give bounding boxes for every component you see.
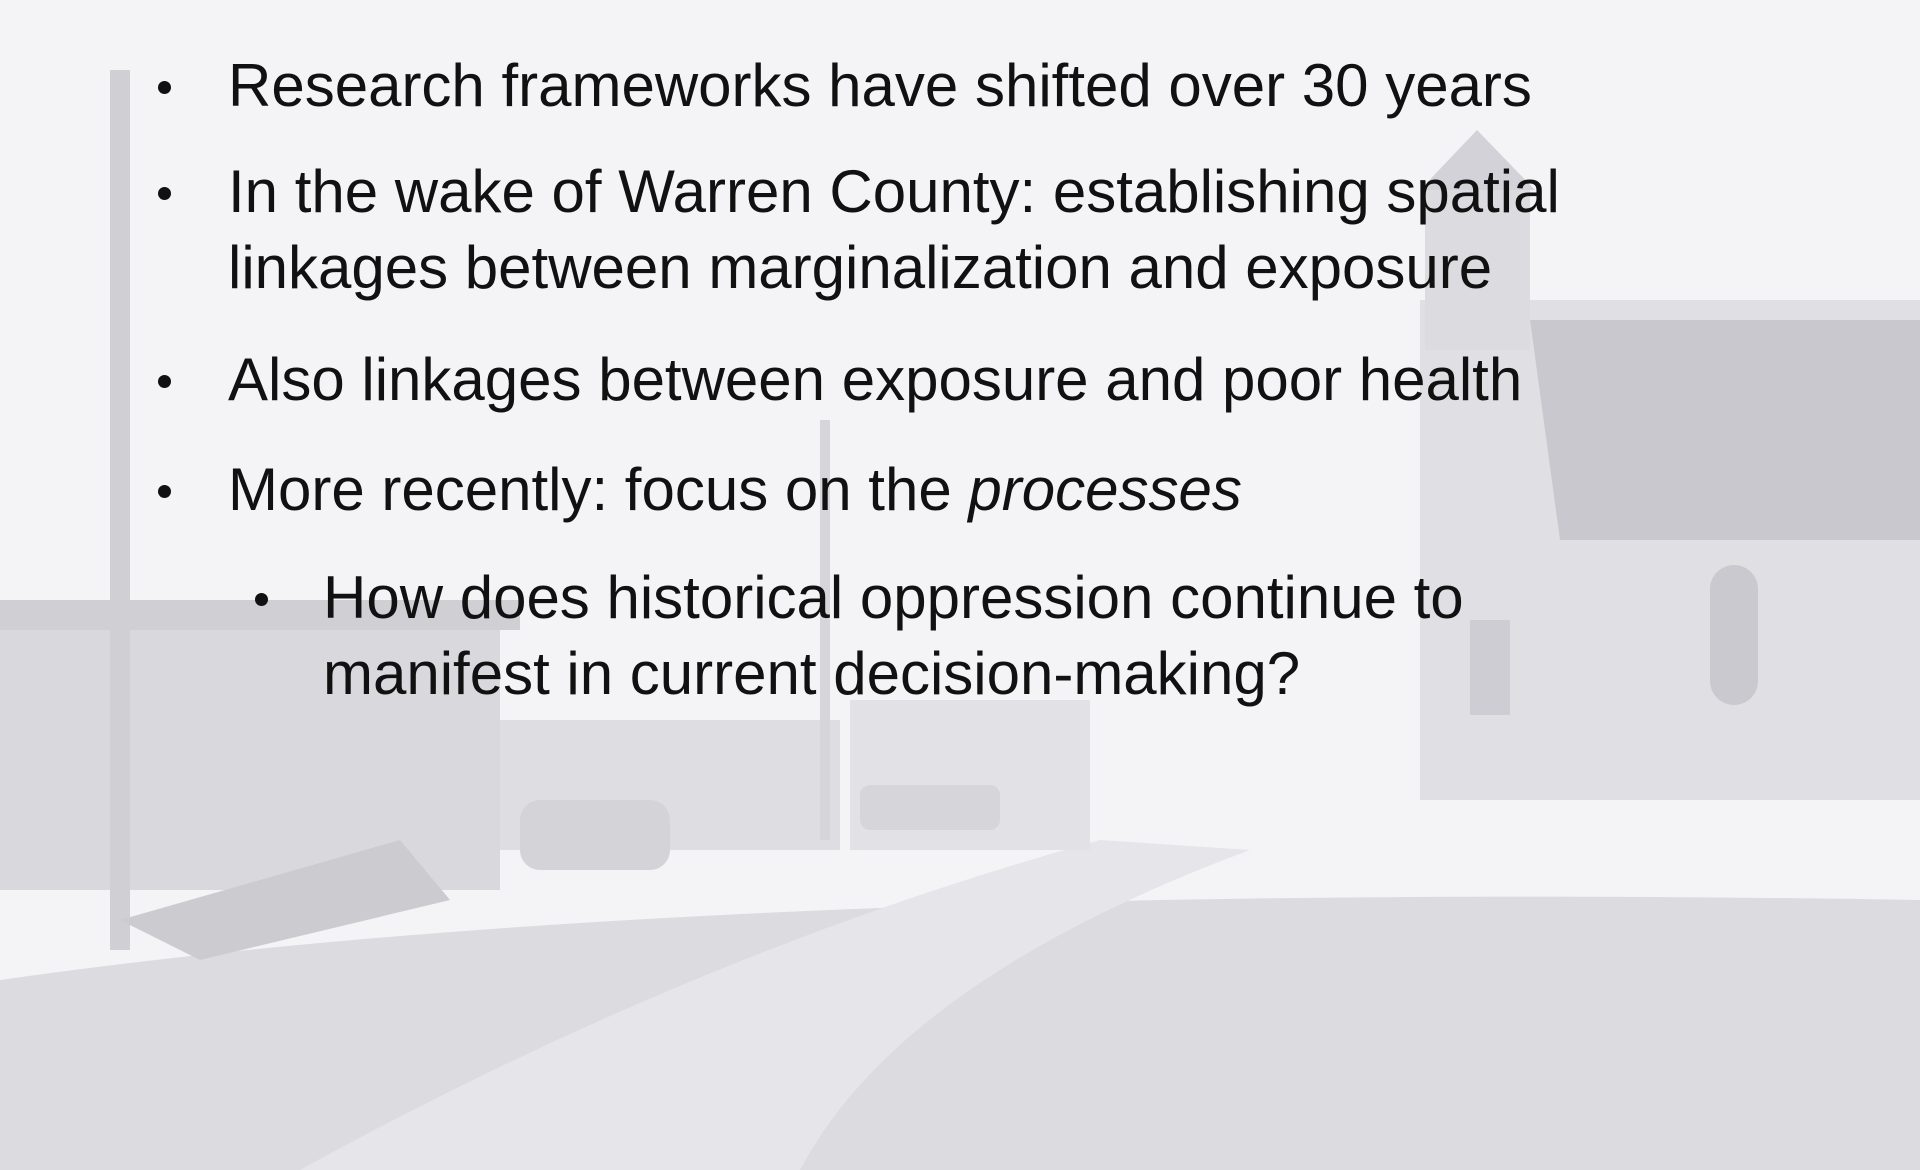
bullet-item: Also linkages between exposure and poor … [228, 342, 1522, 418]
bullet-item: Research frameworks have shifted over 30… [228, 48, 1532, 124]
text-line: How does historical oppression continue … [323, 560, 1464, 636]
emphasis-text: processes [968, 456, 1241, 523]
sub-bullet-item: How does historical oppression continue … [323, 560, 1464, 712]
text-line: Also linkages between exposure and poor … [228, 342, 1522, 418]
bullet-dot [158, 187, 171, 200]
bullet-item: More recently: focus on the processes [228, 452, 1242, 528]
bullet-dot [158, 81, 171, 94]
bullet-dot [255, 593, 268, 606]
bullet-dot [158, 485, 171, 498]
bullet-dot [158, 375, 171, 388]
text-line: linkages between marginalization and exp… [228, 230, 1560, 306]
bullet-item: In the wake of Warren County: establishi… [228, 154, 1560, 306]
text-line: Research frameworks have shifted over 30… [228, 48, 1532, 124]
slide: {"slide": {"bullets": [ {"lines": ["Rese… [0, 0, 1920, 1170]
text-line: In the wake of Warren County: establishi… [228, 154, 1560, 230]
text-line: manifest in current decision-making? [323, 636, 1464, 712]
text-segment: More recently: focus on the [228, 456, 968, 523]
